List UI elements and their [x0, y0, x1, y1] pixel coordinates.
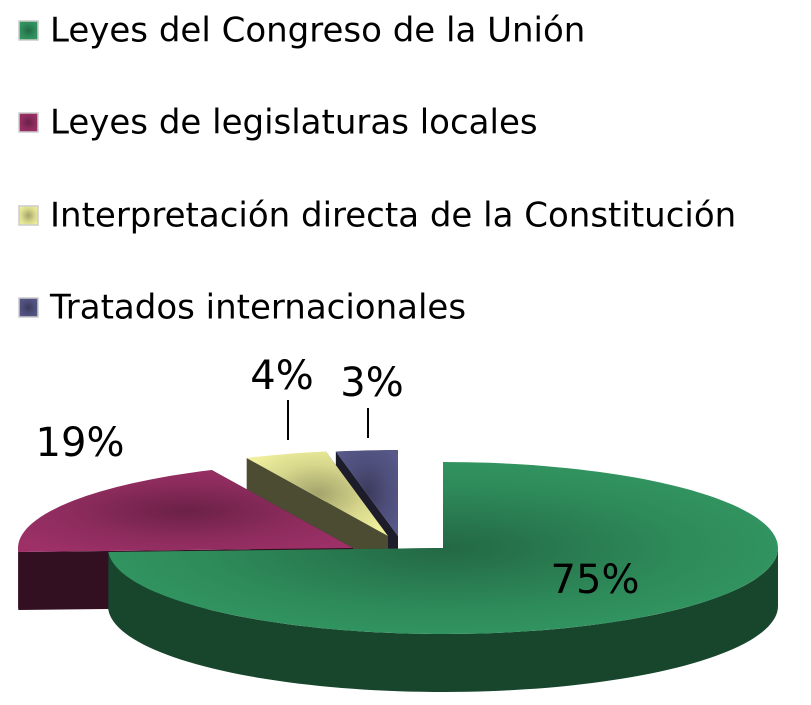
legend-text: Interpretación directa de la Constitució…: [50, 196, 736, 236]
legend-marker: [18, 20, 39, 41]
legend-text: Leyes de legislaturas locales: [50, 103, 538, 143]
slice-top: [335, 450, 398, 536]
slice-side: [108, 548, 778, 692]
legend-marker: [18, 205, 39, 226]
data-label: 4%: [250, 353, 313, 399]
legend-text: Leyes del Congreso de la Unión: [50, 11, 585, 51]
data-label: 75%: [551, 557, 640, 603]
data-label: 19%: [36, 420, 125, 466]
legend-marker: [18, 112, 39, 133]
slice-top: [108, 462, 778, 634]
slice-top: [246, 451, 388, 536]
legend-text: Tratados internacionales: [49, 288, 466, 328]
slice-top: [18, 470, 353, 552]
pie-slice: [108, 462, 778, 692]
data-label: 3%: [340, 360, 403, 406]
legend-marker: [18, 297, 39, 318]
